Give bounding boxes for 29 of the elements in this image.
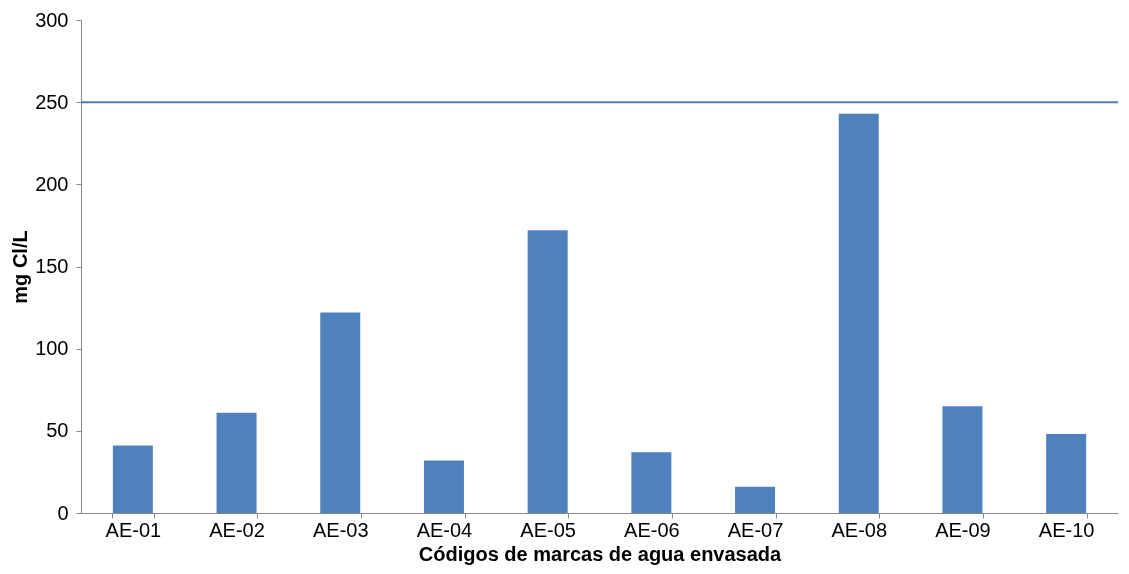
x-tick-label: AE-03 xyxy=(312,518,369,541)
bar xyxy=(423,460,464,513)
x-tick-label: AE-02 xyxy=(209,518,265,541)
bar xyxy=(735,486,776,513)
y-tick-label: 50 xyxy=(46,419,69,442)
y-tick-label: 200 xyxy=(35,172,69,195)
bar xyxy=(527,230,568,513)
x-tick-label: AE-09 xyxy=(935,518,991,541)
bar xyxy=(216,412,257,513)
y-axis-title: mg Cl/L xyxy=(9,230,32,304)
y-tick-label: 0 xyxy=(57,501,69,524)
x-tick-label: AE-05 xyxy=(520,518,576,541)
bar xyxy=(320,312,361,513)
y-tick-label: 300 xyxy=(35,8,69,31)
x-tick-label: AE-06 xyxy=(624,518,680,541)
x-tick-label: AE-01 xyxy=(105,518,162,541)
x-tick-label: AE-04 xyxy=(416,518,473,541)
x-tick-label: AE-08 xyxy=(831,518,888,541)
y-tick-label: 100 xyxy=(35,337,69,360)
y-tick-label: 150 xyxy=(35,255,69,277)
bar xyxy=(1046,434,1087,513)
x-axis-title: Códigos de marcas de agua envasada xyxy=(418,542,783,565)
bar xyxy=(838,113,879,513)
x-tick-label: AE-07 xyxy=(727,518,784,541)
bar xyxy=(942,406,983,513)
bar xyxy=(631,452,672,513)
y-tick-label: 250 xyxy=(35,90,69,113)
bar xyxy=(112,445,153,513)
x-tick-label: AE-10 xyxy=(1038,518,1095,541)
